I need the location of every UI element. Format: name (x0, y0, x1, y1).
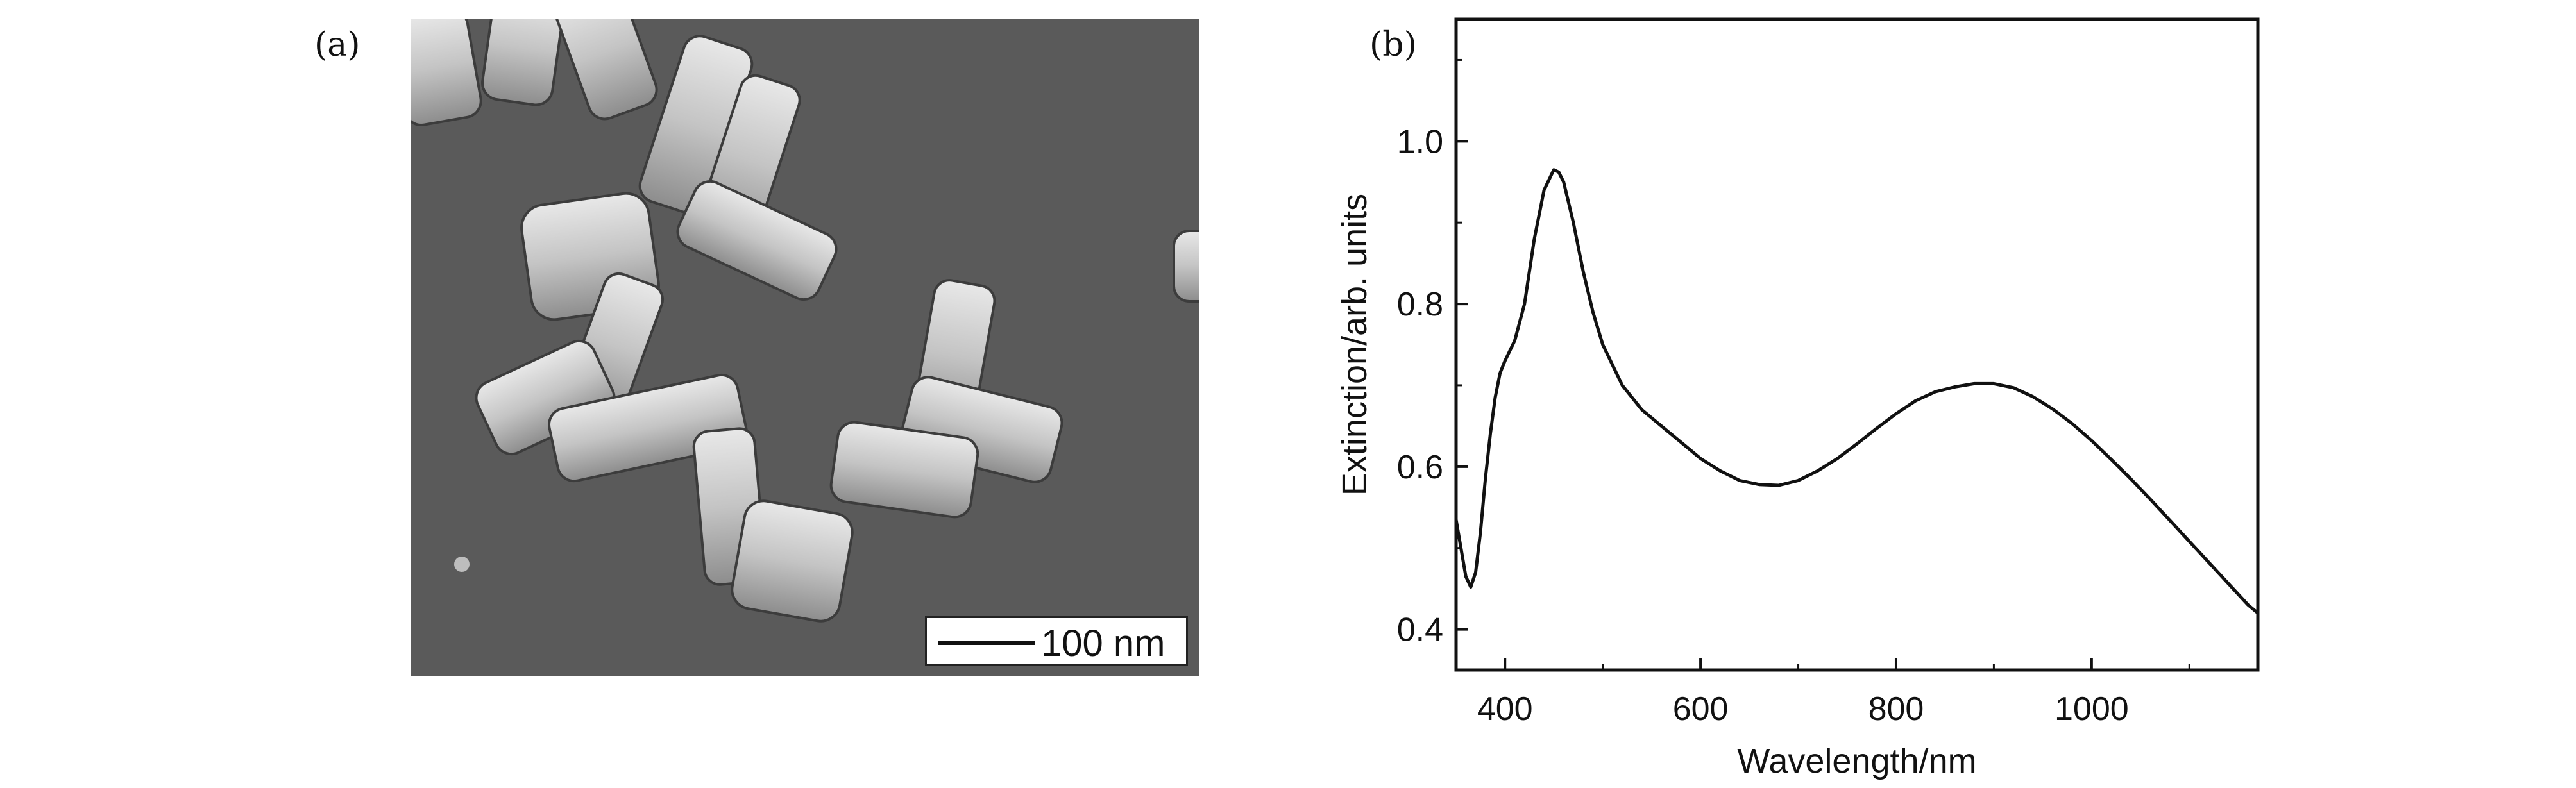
x-tick-label: 600 (1673, 691, 1729, 728)
scale-bar-line (938, 641, 1035, 645)
plot-frame (1454, 17, 2260, 672)
panel-b-label: (b) (1369, 26, 1417, 64)
y-tick-label: 0.4 (1397, 612, 1443, 649)
series-line-extinction (1454, 168, 2259, 615)
y-tick-label: 1.0 (1397, 123, 1443, 160)
axis-ticks (1456, 58, 2190, 670)
scale-bar: 100 nm (925, 616, 1188, 666)
y-axis-label: Extinction/arb. units (1335, 194, 1374, 496)
y-tick-label: 0.8 (1397, 286, 1443, 323)
sem-image (411, 19, 1199, 676)
x-tick-label: 1000 (2055, 691, 2129, 728)
sem-micrograph: 100 nm (411, 19, 1199, 676)
scale-bar-label: 100 nm (1041, 623, 1165, 664)
panel-a-label: (a) (314, 26, 360, 64)
y-tick-label: 0.6 (1397, 449, 1443, 486)
tick-labels: 400 600 800 1000 0.4 0.6 0.8 1.0 (1397, 123, 2129, 728)
x-axis-label: Wavelength/nm (1737, 742, 1976, 780)
x-tick-label: 800 (1868, 691, 1924, 728)
x-tick-label: 400 (1477, 691, 1533, 728)
